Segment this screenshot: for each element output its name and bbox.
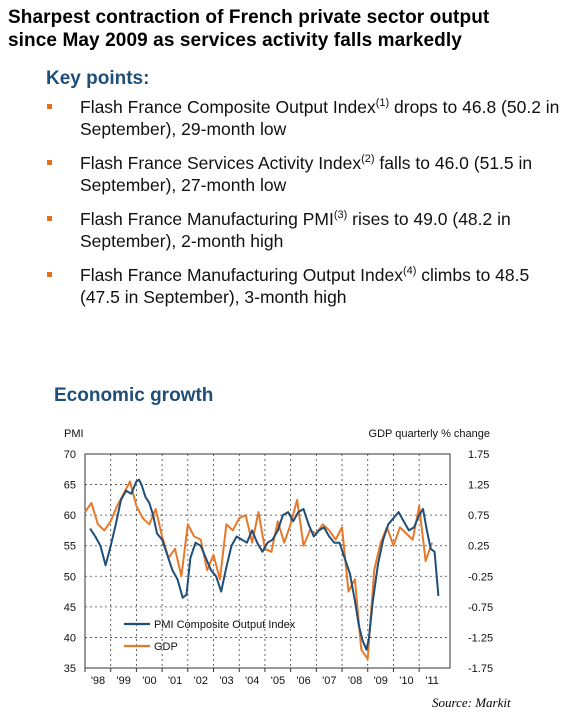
right-tick-label: 0.75 [468,510,489,522]
key-point-text: Flash France Manufacturing PMI [80,209,334,229]
x-tick-label: '99 [117,675,131,687]
footnote-marker: (1) [375,97,390,110]
series-line-gdp [84,480,433,660]
source-credit: Source: Markit [432,695,511,710]
bullet-square-icon [47,272,52,277]
right-tick-label: 0.25 [468,541,489,553]
bullet-square-icon [47,216,52,221]
x-tick-label: '03 [219,675,233,687]
left-tick-label: 70 [64,449,76,461]
key-point-text: Flash France Composite Output Index [80,97,376,117]
right-axis-label: GDP quarterly % change [369,428,490,440]
key-point-item: Flash France Manufacturing PMI(3) rises … [46,208,566,252]
left-tick-label: 65 [64,480,76,492]
x-tick-label: '00 [142,675,156,687]
footnote-marker: (4) [402,265,417,278]
left-tick-label: 45 [64,602,76,614]
legend-label: PMI Composite Output Index [154,619,296,631]
plot-frame [84,453,451,669]
left-tick-label: 50 [64,571,76,583]
right-tick-label: 1.25 [468,480,489,492]
key-point-text-rest: drops to 46.8 (50.2 in September), 29-mo… [80,97,560,139]
key-point-item: Flash France Services Activity Index(2) … [46,152,566,196]
key-point-item: Flash France Composite Output Index(1) d… [46,96,566,140]
bullet-square-icon [47,160,52,165]
headline-line-2: since May 2009 as services activity fall… [8,30,462,51]
x-tick-label: '11 [425,675,439,687]
key-point-text-rest: rises to 49.0 (48.2 in September), 2-mon… [80,209,511,251]
legend-label: GDP [154,641,178,653]
key-points-title: Key points: [46,68,150,89]
left-tick-label: 35 [64,663,76,675]
left-axis-label: PMI [64,428,84,440]
key-point-item: Flash France Manufacturing Output Index(… [46,264,566,308]
series-line-pmi [89,478,440,651]
left-tick-label: 55 [64,541,76,553]
headline: Sharpest contraction of French private s… [8,6,573,52]
x-tick-label: '04 [245,675,259,687]
economic-growth-chart: PMI GDP quarterly % change 70 1.75 65 1.25 60 0… [64,428,493,687]
right-tick-label: -1.75 [468,663,493,675]
key-point-text: Flash France Manufacturing Output Index [80,265,403,285]
key-point-text-rest: falls to 46.0 (51.5 in September), 27-mo… [80,153,533,195]
left-tick-label: 60 [64,510,76,522]
x-tick-label: '05 [271,675,285,687]
key-point-text: Flash France Services Activity Index [80,153,362,173]
x-tick-label: '06 [296,675,310,687]
right-tick-label: 1.75 [468,449,489,461]
x-tick-label: '10 [399,675,413,687]
x-tick-label: '07 [322,675,336,687]
right-tick-label: -0.75 [468,602,493,614]
right-tick-label: -1.25 [468,632,493,644]
x-tick-label: '98 [91,675,105,687]
key-points-list: Flash France Composite Output Index(1) d… [46,96,566,320]
footnote-marker: (2) [361,153,375,166]
x-tick-label: '01 [168,675,182,687]
headline-line-1: Sharpest contraction of French private s… [8,7,490,28]
right-tick-label: -0.25 [468,571,493,583]
x-tick-label: '02 [194,675,208,687]
x-tick-label: '09 [374,675,388,687]
x-tick-label: '08 [348,675,362,687]
key-point-text-rest: climbs to 48.5 (47.5 in September), 3-mo… [80,265,530,307]
bullet-square-icon [47,104,52,109]
chart-title: Economic growth [54,385,214,406]
left-tick-label: 40 [64,632,76,644]
footnote-marker: (3) [333,209,348,222]
